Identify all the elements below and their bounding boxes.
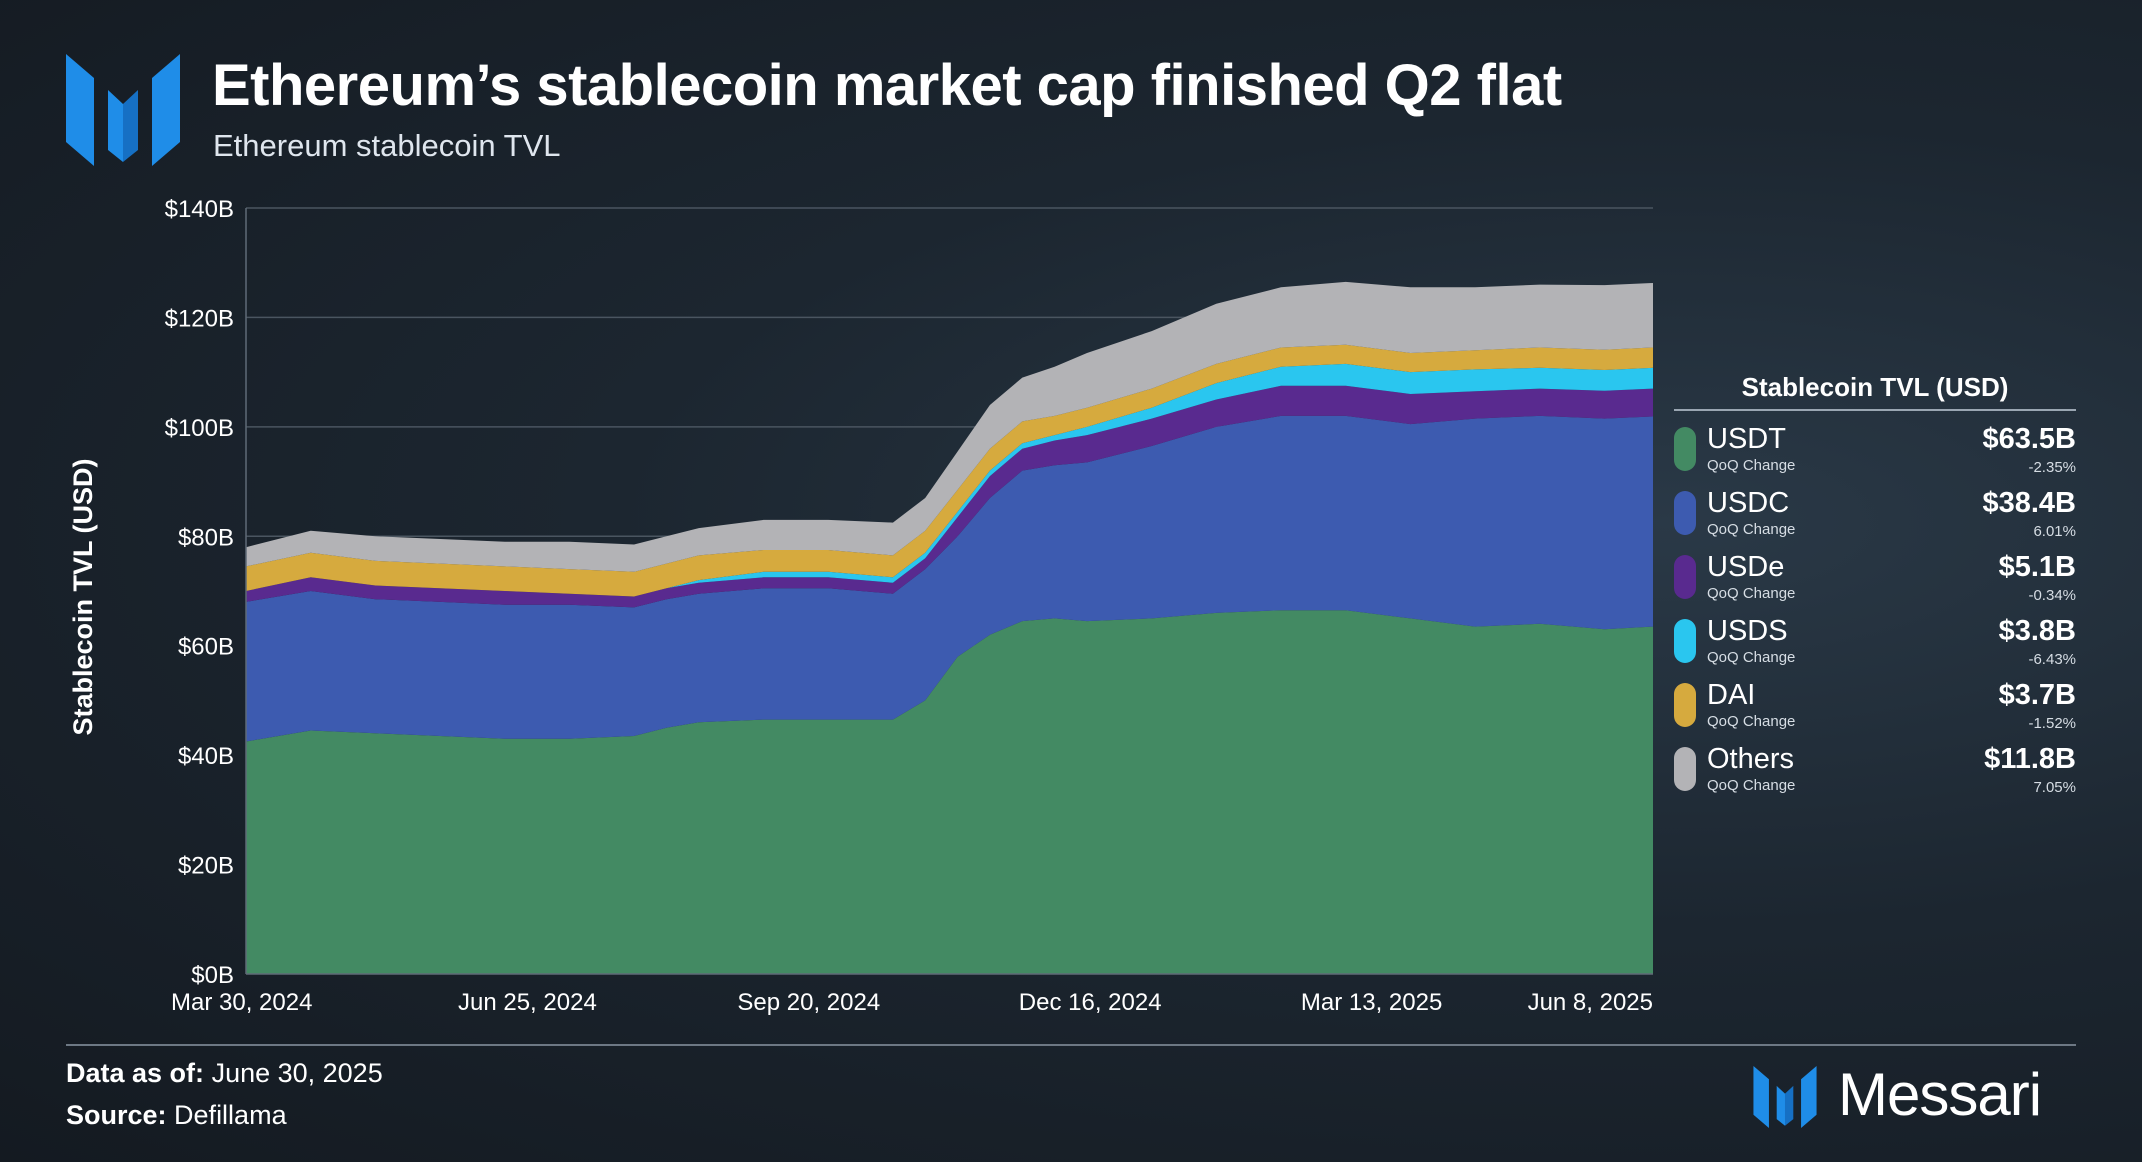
- legend-swatch: [1674, 683, 1696, 727]
- x-tick-label: Dec 16, 2024: [1019, 989, 1162, 1016]
- legend-swatch: [1674, 427, 1696, 471]
- legend: Stablecoin TVL (USD) USDT QoQ Change $63.5…: [1674, 372, 2076, 805]
- legend-item-usdc: USDC QoQ Change $38.4B 6.01%: [1674, 485, 2076, 549]
- legend-title: Stablecoin TVL (USD): [1674, 372, 2076, 411]
- brand-name: Messari: [1838, 1061, 2042, 1128]
- y-axis-label: Stablecoin TVL (USD): [68, 458, 98, 735]
- legend-name: USDS: [1707, 615, 1788, 647]
- y-tick-label: $140B: [165, 196, 234, 223]
- source-value: Defillama: [174, 1100, 287, 1130]
- legend-change: -1.52%: [2028, 715, 2076, 732]
- area-dai: [246, 344, 1653, 597]
- legend-sub-label: QoQ Change: [1707, 521, 1796, 538]
- legend-sub-label: QoQ Change: [1707, 457, 1796, 474]
- chart-subtitle: Ethereum stablecoin TVL: [213, 128, 561, 163]
- legend-item-usdt: USDT QoQ Change $63.5B -2.35%: [1674, 421, 2076, 485]
- legend-sub-label: QoQ Change: [1707, 649, 1796, 666]
- y-tick-label: $0B: [191, 962, 234, 989]
- y-tick-label: $100B: [165, 415, 234, 442]
- legend-value: $3.7B: [1998, 679, 2076, 711]
- area-usdt: [246, 610, 1653, 974]
- source-label: Source:: [66, 1100, 167, 1130]
- legend-value: $5.1B: [1998, 551, 2076, 583]
- source: Source: Defillama: [66, 1100, 287, 1131]
- legend-change: -0.34%: [2028, 587, 2076, 604]
- messari-logo-icon: [66, 54, 180, 166]
- x-tick-label: Mar 30, 2024: [171, 989, 312, 1016]
- legend-name: DAI: [1707, 679, 1756, 711]
- area-usds: [246, 363, 1653, 597]
- y-tick-label: $60B: [178, 634, 234, 661]
- legend-change: 7.05%: [2033, 779, 2076, 796]
- x-tick-label: Mar 13, 2025: [1301, 989, 1442, 1016]
- legend-swatch: [1674, 555, 1696, 599]
- legend-change: -6.43%: [2028, 651, 2076, 668]
- footer-divider-right: [1076, 1044, 2076, 1046]
- area-usdc: [246, 415, 1653, 742]
- data-as-of-value: June 30, 2025: [211, 1058, 383, 1088]
- y-tick-label: $80B: [178, 524, 234, 551]
- legend-item-usde: USDe QoQ Change $5.1B -0.34%: [1674, 549, 2076, 613]
- y-tick-label: $40B: [178, 743, 234, 770]
- legend-value: $38.4B: [1982, 487, 2076, 519]
- footer-divider: [66, 1044, 1076, 1046]
- legend-value: $11.8B: [1984, 743, 2076, 775]
- legend-name: USDT: [1707, 423, 1786, 455]
- legend-name: USDC: [1707, 487, 1790, 519]
- brand-logo: Messari: [1752, 1061, 2082, 1130]
- legend-value: $63.5B: [1982, 423, 2076, 455]
- legend-sub-label: QoQ Change: [1707, 585, 1796, 602]
- chart-areas: [246, 281, 1653, 974]
- legend-swatch: [1674, 619, 1696, 663]
- legend-sub-label: QoQ Change: [1707, 777, 1796, 794]
- legend-item-others: Others QoQ Change $11.8B 7.05%: [1674, 741, 2076, 805]
- legend-name: USDe: [1707, 551, 1785, 583]
- legend-sub-label: QoQ Change: [1707, 713, 1796, 730]
- legend-value: $3.8B: [1998, 615, 2076, 647]
- area-others: [246, 281, 1653, 572]
- legend-swatch: [1674, 747, 1696, 791]
- y-tick-label: $120B: [165, 305, 234, 332]
- messari-brand-icon: [1753, 1066, 1817, 1128]
- data-as-of-label: Data as of:: [66, 1058, 205, 1088]
- x-tick-label: Sep 20, 2024: [737, 989, 880, 1016]
- legend-change: 6.01%: [2033, 523, 2076, 540]
- legend-item-dai: DAI QoQ Change $3.7B -1.52%: [1674, 677, 2076, 741]
- legend-name: Others: [1707, 743, 1795, 775]
- legend-item-usds: USDS QoQ Change $3.8B -6.43%: [1674, 613, 2076, 677]
- chart-axes: $0B $20B $40B $60B $80B $100B $120B $140B Mar 30…: [165, 196, 1653, 1016]
- legend-change: -2.35%: [2028, 459, 2076, 476]
- legend-swatch: [1674, 491, 1696, 535]
- y-tick-label: $20B: [178, 853, 234, 880]
- chart-title: Ethereum’s stablecoin market cap finishe…: [212, 53, 1562, 118]
- x-tick-label: Jun 25, 2024: [458, 989, 597, 1016]
- data-as-of: Data as of: June 30, 2025: [66, 1058, 383, 1089]
- area-usde: [246, 385, 1653, 608]
- x-tick-label: Jun 8, 2025: [1528, 989, 1653, 1016]
